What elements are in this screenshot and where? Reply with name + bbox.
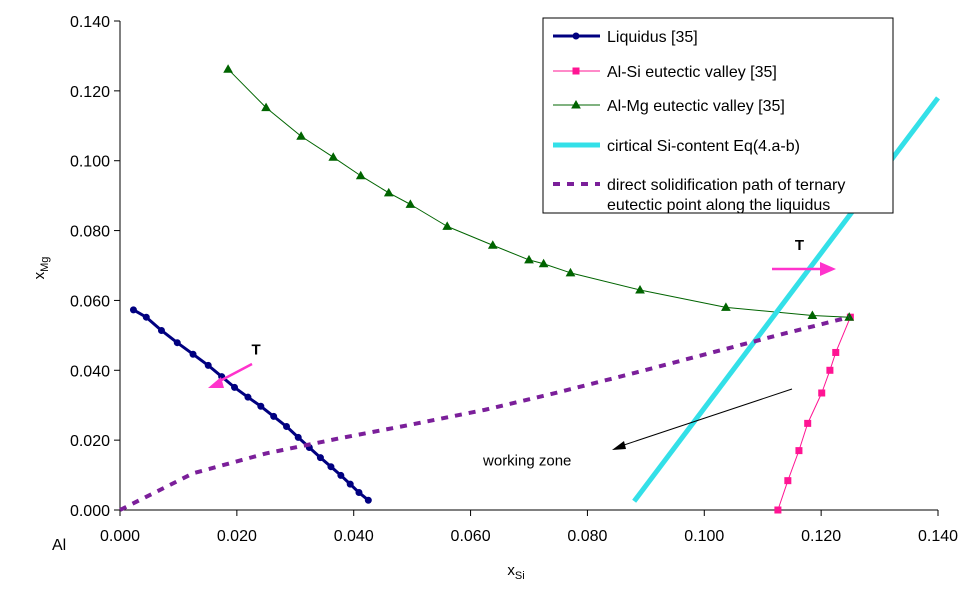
data-point (383, 187, 394, 197)
data-point (524, 254, 534, 264)
legend-box (542, 17, 894, 214)
temperature-label: T (795, 237, 804, 254)
axes: 0.000 0.020 0.040 0.060 0.080 0.100 0.120 0.140… (31, 14, 958, 582)
y-axis-title-sub: Mg (39, 257, 51, 272)
data-point (223, 64, 233, 73)
x-tick-label: 0.140 (918, 528, 958, 545)
data-point (257, 402, 265, 410)
data-point (173, 339, 181, 347)
data-point (355, 489, 363, 497)
data-point (442, 221, 453, 230)
legend-swatch-marker (572, 32, 580, 40)
x-axis-title-sub: Si (515, 570, 525, 582)
data-point (157, 326, 165, 334)
data-point (795, 447, 803, 455)
data-point (142, 313, 150, 321)
data-point (721, 302, 731, 311)
series-line (119, 315, 850, 512)
legend-label: eutectic point along the liquidus (607, 197, 830, 214)
data-point (346, 480, 354, 488)
data-point (283, 423, 291, 431)
legend-label: Al-Mg eutectic valley [35] (607, 98, 785, 115)
y-tick-label: 0.080 (70, 224, 110, 241)
x-tick-label: 0.080 (567, 528, 607, 545)
data-point (328, 152, 339, 161)
working-zone-arrow-shaft (617, 388, 793, 448)
x-axis-title: xSi (507, 562, 524, 582)
legend: Liquidus [35] Al-Si eutectic valley [35] A… (542, 17, 894, 214)
legend-swatch-marker (572, 67, 580, 75)
y-tick-label: 0.100 (70, 154, 110, 171)
x-tick-label: 0.120 (801, 528, 841, 545)
temperature-label: T (251, 342, 260, 359)
data-point (635, 284, 645, 294)
x-tick-label: 0.040 (334, 528, 374, 545)
data-point (774, 506, 782, 514)
data-point (327, 463, 335, 471)
data-point (538, 258, 549, 268)
x-tick-label: 0.020 (217, 528, 257, 545)
data-point (565, 267, 576, 277)
y-axis-title: xMg (31, 257, 51, 280)
data-point (189, 350, 197, 358)
data-point (405, 199, 416, 208)
data-point (364, 496, 372, 504)
data-point (294, 433, 302, 441)
y-tick-label: 0.040 (70, 363, 110, 380)
series-1 (774, 313, 854, 514)
data-point (337, 471, 345, 479)
data-point (784, 477, 792, 485)
y-tick-label: 0.140 (70, 14, 110, 31)
y-tick-label: 0.000 (70, 503, 110, 520)
data-point (818, 389, 826, 397)
legend-label: Al-Si eutectic valley [35] (607, 64, 777, 81)
legend-label: Liquidus [35] (607, 29, 698, 46)
data-point (244, 393, 252, 401)
temperature-arrow-shaft (215, 362, 253, 385)
x-tick-label: 0.000 (100, 528, 140, 545)
origin-label: Al (52, 537, 66, 554)
legend-label: cirtical Si-content Eq(4.a-b) (607, 138, 800, 155)
y-axis-title-main: x (31, 271, 48, 279)
series-2 (223, 64, 855, 321)
y-tick-label: 0.020 (70, 433, 110, 450)
data-point (804, 419, 812, 427)
data-point (844, 312, 855, 321)
data-point (826, 366, 834, 374)
data-point (204, 361, 212, 369)
data-point (261, 102, 271, 112)
temperature-arrow-head (820, 262, 836, 276)
series-0 (129, 306, 372, 504)
x-tick-label: 0.060 (451, 528, 491, 545)
working-zone-arrow-head (612, 441, 626, 450)
temperature-arrow-head (208, 377, 224, 388)
legend-swatch-marker (571, 99, 581, 109)
data-point (316, 454, 324, 462)
y-tick-label: 0.060 (70, 293, 110, 310)
working-zone-label: working zone (482, 452, 571, 469)
x-axis-title-main: x (507, 562, 515, 579)
legend-label: direct solidification path of ternary (607, 177, 845, 194)
data-point (832, 348, 840, 356)
data-point (296, 131, 306, 140)
y-tick-label: 0.120 (70, 84, 110, 101)
series-line (132, 308, 370, 502)
series-4 (119, 315, 850, 512)
series-line (227, 68, 850, 318)
data-point (807, 310, 818, 319)
x-tick-label: 0.100 (684, 528, 724, 545)
data-point (355, 170, 366, 180)
data-point (129, 306, 137, 314)
data-point (270, 412, 278, 420)
data-point (231, 383, 239, 391)
data-point (487, 240, 498, 249)
